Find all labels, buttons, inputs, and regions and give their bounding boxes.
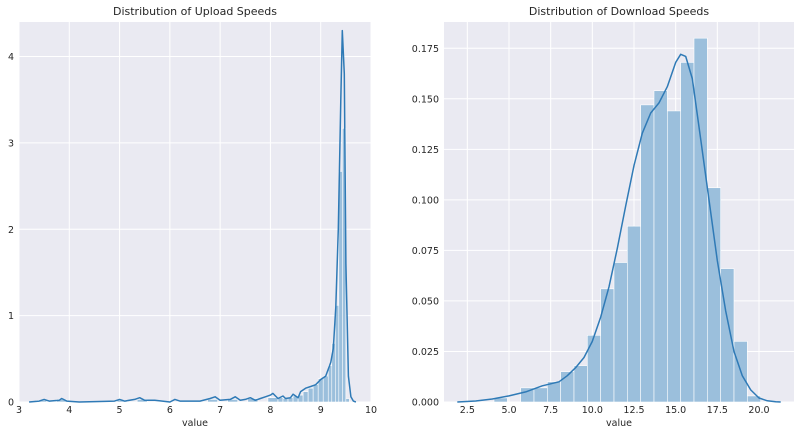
x-tick-label: 15.0: [665, 405, 686, 416]
y-tick-label: 0.150: [412, 94, 439, 105]
histogram-bar: [667, 110, 681, 403]
histogram-bar: [533, 387, 548, 403]
x-tick-label: 7: [217, 405, 223, 416]
x-tick-label: 17.5: [707, 405, 728, 416]
y-tick-label: 0.075: [412, 246, 439, 257]
x-tick-label: 12.5: [623, 405, 644, 416]
histogram-bar: [573, 365, 588, 403]
y-tick-label: 0.025: [412, 347, 439, 358]
x-tick-label: 8: [267, 405, 273, 416]
y-tick-labels: 0.000 0.025 0.050 0.075 0.100 0.125 0.150 0.175: [412, 44, 439, 409]
y-tick-label: 0.000: [412, 398, 439, 409]
histogram-bar: [207, 399, 218, 403]
x-tick-labels: 2.5 5.0 7.5 10.0 12.5 15.0 17.5 20.0: [460, 405, 770, 416]
histogram-bar: [640, 104, 655, 403]
histogram-bar: [345, 398, 350, 403]
download-speed-chart: 2.5 5.0 7.5 10.0 12.5 15.0 17.5 20.00.0000.0250…: [412, 5, 794, 429]
kde-line: [29, 29, 357, 403]
x-tick-label: 10.0: [582, 405, 603, 416]
histogram-bar: [302, 391, 309, 403]
y-tick-label: 0.100: [412, 195, 439, 206]
grid: [444, 22, 794, 403]
x-tick-label: 9: [318, 405, 324, 416]
kde-line: [457, 53, 781, 403]
y-tick-label: 0.050: [412, 296, 439, 307]
chart-title: Distribution of Upload Speeds: [113, 5, 277, 18]
histogram-bar: [680, 62, 695, 403]
y-tick-label: 4: [8, 52, 14, 63]
y-tick-label: 0.125: [412, 145, 439, 156]
x-tick-label: 2.5: [460, 405, 475, 416]
y-tick-labels: 0 1 2 3 4: [8, 52, 14, 408]
histogram-bar: [693, 37, 708, 403]
histogram-bar: [267, 397, 279, 403]
y-tick-label: 1: [8, 311, 14, 322]
histogram-bar: [307, 387, 314, 403]
histogram-bar: [327, 365, 333, 403]
x-tick-label: 10: [365, 405, 377, 416]
histogram-bar: [627, 225, 641, 403]
histogram-bar: [600, 288, 615, 403]
histogram-bar: [227, 399, 239, 403]
x-tick-label: 3: [16, 405, 22, 416]
histogram-bar: [322, 375, 329, 403]
histogram-bars: [493, 37, 761, 403]
grid: [18, 22, 372, 403]
x-tick-label: 20.0: [748, 405, 769, 416]
x-tick-label: 5.0: [501, 405, 516, 416]
histogram-bar: [312, 384, 319, 403]
x-tick-label: 5: [117, 405, 123, 416]
y-tick-label: 0.175: [412, 44, 439, 55]
x-tick-label: 6: [167, 405, 173, 416]
y-tick-label: 0: [8, 398, 14, 409]
y-tick-label: 2: [8, 225, 14, 236]
chart-title: Distribution of Download Speeds: [529, 5, 709, 18]
x-tick-label: 7.5: [543, 405, 558, 416]
histogram-bar: [587, 334, 601, 403]
x-tick-labels: 3 4 5 6 7 8 9 10: [16, 405, 377, 416]
histogram-bar: [653, 90, 668, 403]
x-tick-label: 4: [66, 405, 72, 416]
y-tick-label: 3: [8, 138, 14, 149]
plot-area: [19, 22, 371, 402]
x-axis-label: value: [606, 418, 632, 429]
histogram-bar: [613, 262, 628, 403]
upload-speed-chart: 3 4 5 6 7 8 9 10 0 1 2 3 4 Distribution of Upload Spe…: [8, 5, 377, 429]
x-axis-label: value: [182, 418, 208, 429]
histogram-bar: [707, 187, 721, 403]
histogram-bar: [334, 304, 340, 403]
